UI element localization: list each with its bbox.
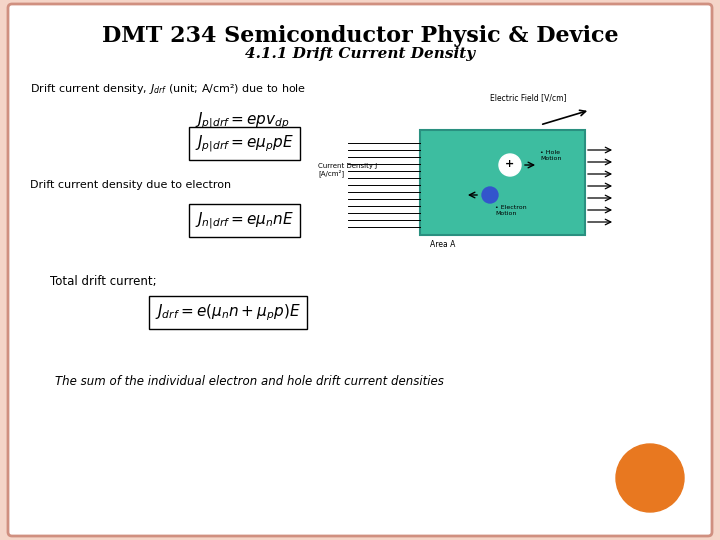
Text: $J_{p|drf} = epv_{dp}$: $J_{p|drf} = epv_{dp}$ xyxy=(195,110,289,131)
FancyBboxPatch shape xyxy=(8,4,712,536)
Bar xyxy=(420,130,585,235)
Text: Current Density J
[A/cm²]: Current Density J [A/cm²] xyxy=(318,163,377,178)
Text: $J_{n|drf} = e\mu_n nE$: $J_{n|drf} = e\mu_n nE$ xyxy=(195,210,294,231)
Text: Drift current density, $J_{drf}$ (unit; A/cm²) due to hole: Drift current density, $J_{drf}$ (unit; … xyxy=(30,82,306,96)
Text: +: + xyxy=(505,159,515,169)
Text: Electric Field [V/cm]: Electric Field [V/cm] xyxy=(490,93,567,102)
Text: • Hole
Motion: • Hole Motion xyxy=(540,150,562,161)
Text: 4.1.1 Drift Current Density: 4.1.1 Drift Current Density xyxy=(245,47,475,61)
Circle shape xyxy=(482,187,498,203)
Text: • Electron
Motion: • Electron Motion xyxy=(495,205,526,216)
Text: Area A: Area A xyxy=(430,240,455,249)
Text: Total drift current;: Total drift current; xyxy=(50,275,157,288)
Circle shape xyxy=(499,154,521,176)
Text: Drift current density due to electron: Drift current density due to electron xyxy=(30,180,231,190)
Text: DMT 234 Semiconductor Physic & Device: DMT 234 Semiconductor Physic & Device xyxy=(102,25,618,47)
Text: $J_{p|drf} = e\mu_p pE$: $J_{p|drf} = e\mu_p pE$ xyxy=(195,133,294,154)
Circle shape xyxy=(616,444,684,512)
Text: The sum of the individual electron and hole drift current densities: The sum of the individual electron and h… xyxy=(55,375,444,388)
Text: $J_{drf} = e(\mu_n n + \mu_p p)E$: $J_{drf} = e(\mu_n n + \mu_p p)E$ xyxy=(155,302,301,322)
